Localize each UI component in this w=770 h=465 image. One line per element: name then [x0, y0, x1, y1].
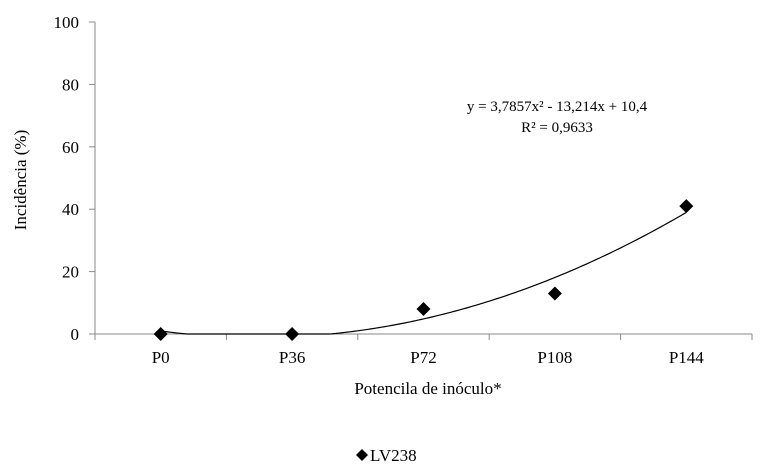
axes — [94, 22, 752, 335]
x-axis-title: Potencila de inóculo* — [354, 379, 501, 398]
x-ticks: P0 P36 P72 P108 P144 — [94, 334, 753, 367]
data-point-p0 — [153, 327, 168, 341]
x-tick-label: P72 — [410, 348, 436, 367]
trendline-r2: R² = 0,9633 — [521, 120, 593, 136]
y-tick-label: 40 — [62, 200, 79, 219]
legend-marker — [356, 449, 368, 461]
y-ticks: 0 20 40 60 80 100 — [54, 13, 95, 344]
y-axis-title: Incidência (%) — [11, 130, 30, 231]
y-tick-label: 60 — [62, 138, 79, 157]
trendline — [160, 211, 687, 335]
data-point-p36 — [285, 327, 300, 341]
y-tick-label: 0 — [71, 325, 80, 344]
y-tick-label: 100 — [54, 13, 80, 32]
data-point-p108 — [547, 286, 562, 301]
data-points — [153, 199, 694, 341]
data-point-p72 — [416, 302, 431, 317]
y-tick-label: 80 — [62, 75, 79, 94]
trendline-equation: y = 3,7857x² - 13,214x + 10,4 — [467, 99, 648, 115]
x-tick-label: P0 — [152, 348, 170, 367]
y-tick-label: 20 — [62, 263, 79, 282]
data-point-p144 — [679, 199, 694, 214]
legend-label: LV238 — [370, 446, 417, 465]
x-tick-label: P108 — [537, 348, 572, 367]
x-tick-label: P36 — [279, 348, 305, 367]
x-tick-label: P144 — [669, 348, 704, 367]
legend: LV238 — [356, 446, 417, 465]
